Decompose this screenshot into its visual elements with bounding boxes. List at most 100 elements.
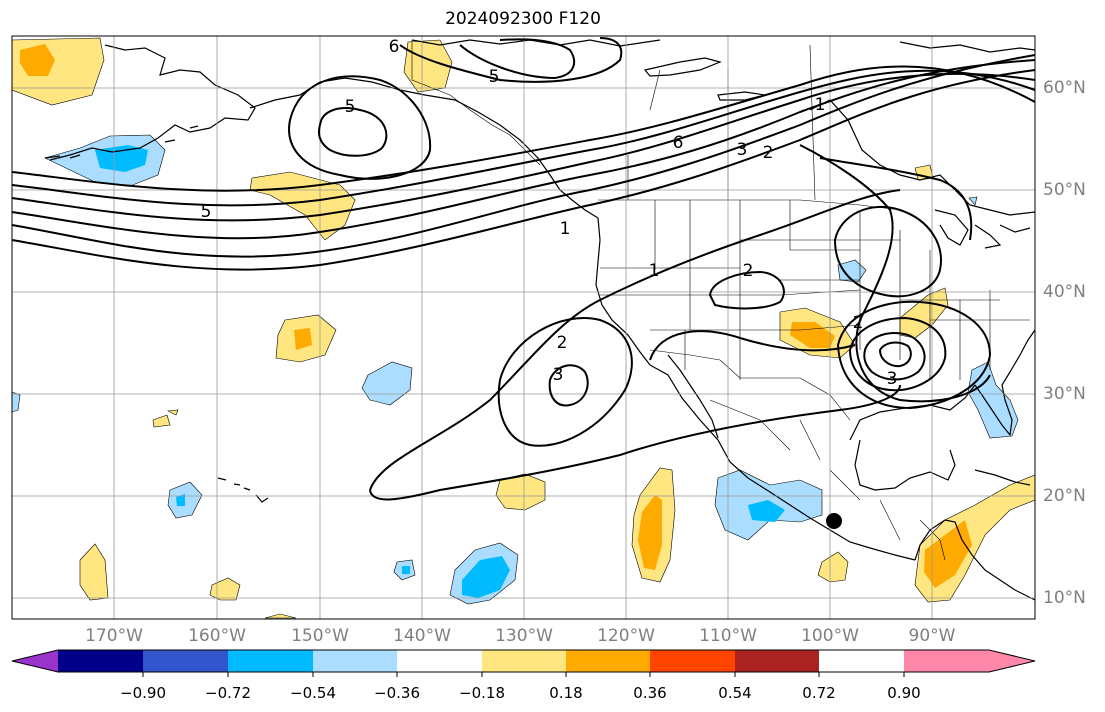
shade-lightblue-florida bbox=[967, 361, 1019, 439]
border-us-mexico bbox=[649, 349, 851, 421]
lon-label: 120°W bbox=[597, 626, 655, 646]
lat-label: 50°N bbox=[1043, 180, 1086, 200]
colorbar-segment bbox=[313, 650, 397, 672]
lat-label: 10°N bbox=[1043, 588, 1086, 608]
coast-yucatan bbox=[854, 439, 956, 491]
colorbar-tick-label: −0.90 bbox=[120, 684, 166, 702]
contour-jet-6 bbox=[11, 65, 1036, 192]
colorbar bbox=[11, 649, 1036, 677]
shade-blue-hawaii-south bbox=[176, 494, 185, 506]
lon-label: 110°W bbox=[699, 626, 757, 646]
coastlines bbox=[44, 39, 1036, 601]
border-alaska-canada bbox=[411, 40, 541, 166]
contour-gulf-alaska bbox=[288, 75, 432, 180]
contour-label: 5 bbox=[345, 97, 356, 117]
shade-yellow-small-1 bbox=[152, 414, 171, 428]
border-mexico-states bbox=[709, 399, 946, 561]
contour-label: 2 bbox=[557, 333, 568, 353]
colorbar-outline bbox=[11, 649, 1036, 673]
shade-orange-central-america bbox=[924, 520, 972, 588]
contour-labels: 6 5 5 6 3 2 5 1 1 2 2 2 3 3 1 bbox=[201, 37, 898, 389]
shade-lightblue-great-lakes bbox=[968, 196, 978, 206]
coast-cuba bbox=[974, 469, 1031, 486]
colorbar-tick-label: 0.72 bbox=[802, 684, 836, 702]
colorbar-segment bbox=[143, 650, 228, 672]
colorbar-segment bbox=[735, 650, 819, 672]
colorbar-tick-label: −0.54 bbox=[290, 684, 336, 702]
shade-blue-mexico-west bbox=[748, 500, 785, 522]
lat-label: 60°N bbox=[1043, 78, 1086, 98]
contour-label: 6 bbox=[673, 133, 684, 153]
contour-label: 2 bbox=[853, 313, 864, 333]
colorbar-tick-label: −0.18 bbox=[459, 684, 505, 702]
contour-jet-4 bbox=[11, 72, 1036, 222]
map-frame bbox=[11, 35, 1036, 620]
shade-yellow-south-1 bbox=[209, 577, 241, 601]
lon-label: 100°W bbox=[801, 626, 859, 646]
contour-arctic-high bbox=[399, 37, 623, 83]
colorbar-tick-label: 0.36 bbox=[633, 684, 667, 702]
contour-1-closure bbox=[369, 384, 901, 501]
colorbar-segment bbox=[482, 650, 566, 672]
coast-us-west bbox=[595, 217, 651, 366]
contour-low-3 bbox=[863, 332, 926, 381]
contour-label: 3 bbox=[887, 369, 898, 389]
lon-label: 140°W bbox=[393, 626, 451, 646]
colorbar-segment bbox=[228, 650, 313, 672]
contour-1-west bbox=[369, 189, 901, 491]
colorbar-segment bbox=[397, 650, 482, 672]
lat-label: 20°N bbox=[1043, 486, 1086, 506]
shade-orange-nw-corner bbox=[20, 44, 55, 76]
colorbar-segment bbox=[650, 650, 735, 672]
colorbar-tick-label: −0.72 bbox=[205, 684, 251, 702]
contour-label: 3 bbox=[553, 365, 564, 385]
contour-arctic-inner bbox=[459, 38, 576, 80]
map-background bbox=[12, 36, 1035, 619]
anomaly-shading bbox=[11, 37, 1036, 619]
contour-low-4 bbox=[878, 341, 912, 368]
colorbar-extend-max bbox=[989, 650, 1035, 672]
shade-orange-pacific-mid bbox=[294, 328, 312, 350]
contour-lines bbox=[11, 37, 1036, 501]
contour-2-baja bbox=[497, 317, 633, 447]
colorbar-extend-min bbox=[12, 650, 58, 672]
shade-lightblue-kansas bbox=[837, 259, 867, 283]
colorbar-segment bbox=[58, 650, 143, 672]
map-title: 2024092300 F120 bbox=[445, 9, 601, 29]
lon-label: 130°W bbox=[495, 626, 553, 646]
shade-yellow-small-2 bbox=[166, 409, 179, 416]
lon-label: 160°W bbox=[188, 626, 246, 646]
contour-jet-2 bbox=[11, 54, 1036, 258]
lon-label: 90°W bbox=[908, 626, 956, 646]
contour-2-rockies bbox=[708, 270, 785, 310]
contour-label: 2 bbox=[743, 261, 754, 281]
shade-yellow-ohio bbox=[899, 287, 949, 339]
colorbar-segment bbox=[904, 650, 989, 672]
coast-great-lakes bbox=[934, 209, 1031, 249]
contour-1-mississippi bbox=[799, 144, 991, 403]
contour-great-lakes bbox=[833, 205, 942, 298]
lon-label: 150°W bbox=[291, 626, 349, 646]
contour-label: 6 bbox=[389, 37, 400, 57]
shade-blue-small bbox=[402, 566, 410, 574]
contour-low-2 bbox=[848, 316, 947, 392]
shade-yellow-south-2 bbox=[264, 613, 297, 619]
lat-label: 40°N bbox=[1043, 282, 1086, 302]
coast-mexico-east bbox=[914, 519, 1036, 601]
colorbar-tick-label: 0.18 bbox=[549, 684, 583, 702]
colorbar-segment bbox=[566, 650, 650, 672]
contour-jet-1 bbox=[11, 69, 1036, 271]
coast-hawaii bbox=[217, 477, 269, 503]
shade-blue-south bbox=[462, 556, 510, 598]
coast-baja bbox=[649, 364, 916, 561]
shade-orange-baja-south bbox=[638, 495, 662, 570]
coast-hudson bbox=[643, 57, 722, 77]
contour-label: 5 bbox=[489, 67, 500, 87]
shade-orange-sw-us bbox=[790, 322, 835, 348]
contour-label: 3 bbox=[737, 140, 748, 160]
contour-label: 2 bbox=[763, 143, 774, 163]
shade-yellow-mexico-sw bbox=[817, 551, 849, 583]
coast-labrador bbox=[899, 41, 1036, 53]
contour-low-1 bbox=[836, 300, 992, 410]
